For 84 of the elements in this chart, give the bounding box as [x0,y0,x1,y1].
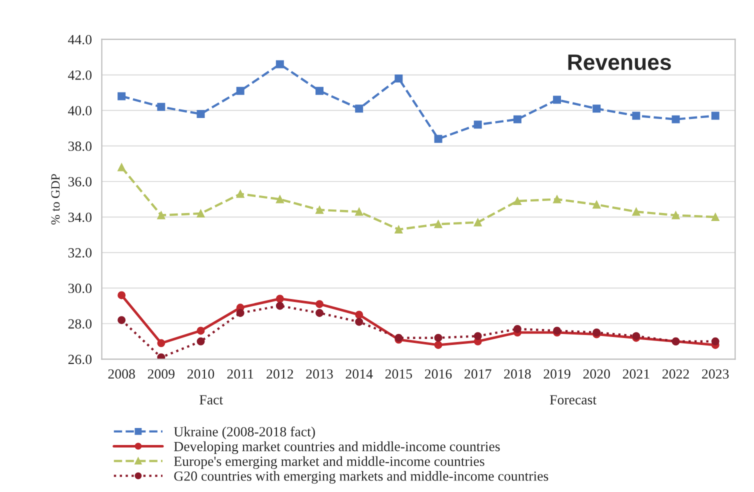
point [355,310,364,319]
x-tick-label: 2014 [346,369,373,379]
point [118,291,126,300]
point [196,110,205,118]
x-tick-label: 2011 [227,369,254,379]
x-tick-label: 2019 [544,369,570,379]
point [157,102,166,111]
text: Fact [200,395,223,404]
y-tick-label: 40.0 [68,106,92,116]
x-tick-label: 2023 [702,369,729,379]
y-axis-title: % to GDP [51,174,60,225]
point [316,308,324,317]
point [118,163,126,172]
x-tick-label: 2009 [148,369,174,379]
point [632,112,640,120]
x-tick-label: 2018 [504,369,531,379]
point [474,218,482,226]
point [236,86,244,95]
point [355,318,364,326]
point [553,195,562,204]
y-tick-label: 26.0 [68,354,92,364]
x-tick-label: 2015 [385,369,412,379]
point [632,208,640,216]
point [276,60,284,68]
point [118,316,126,324]
point [672,211,680,220]
point [513,324,522,333]
y-tick-label: 36.0 [68,177,92,187]
point [434,134,442,143]
point [394,74,403,82]
point [316,300,324,308]
point [276,302,284,310]
y-tick-label: 34.0 [68,212,92,222]
point [474,332,482,340]
point [434,340,442,349]
point [434,220,442,228]
point [355,104,364,113]
legend-label: Europe's emerging market and middle-income countries [174,456,484,469]
point [711,213,720,222]
text: Forecast [550,395,596,404]
x-tick-label: 2020 [583,369,610,379]
y-tick-label: 42.0 [68,70,92,80]
point [157,353,166,360]
point [513,197,522,206]
point [711,337,720,346]
point [592,104,601,113]
point [711,112,720,120]
x-tick-label: 2010 [187,369,214,379]
point [236,190,244,198]
y-tick-label: 44.0 [68,34,92,44]
point [592,200,601,209]
point [276,195,284,204]
x-tick-label: 2008 [108,369,135,379]
y-tick-label: 38.0 [68,142,92,151]
legend-label: G20 countries with emerging markets and middle-income countries [174,471,548,484]
y-tick-label: 28.0 [68,319,92,329]
point [394,225,403,234]
point [196,337,205,346]
text: Revenues [568,54,671,70]
point [553,96,562,104]
point [236,308,244,317]
point [434,334,442,342]
point [196,326,205,335]
point [474,120,482,129]
x-tick-label: 2021 [622,369,650,379]
x-tick-label: 2017 [464,369,492,379]
point [118,92,126,100]
point [157,339,166,348]
x-tick-label: 2022 [662,369,689,379]
x-tick-label: 2013 [306,369,333,379]
legend-label: Developing market countries and middle-income countries [174,441,500,454]
point [196,209,205,218]
x-tick-label: 2012 [266,369,294,379]
x-tick-label: 2016 [424,369,452,379]
point [672,115,680,124]
y-tick-label: 32.0 [68,248,92,258]
point [316,86,324,95]
point [316,206,324,214]
y-tick-label: 30.0 [68,284,92,294]
point [157,211,166,220]
point [513,115,522,124]
legend-label: Ukraine (2008-2018 fact) [174,426,315,440]
point [355,208,364,216]
point [276,294,284,303]
